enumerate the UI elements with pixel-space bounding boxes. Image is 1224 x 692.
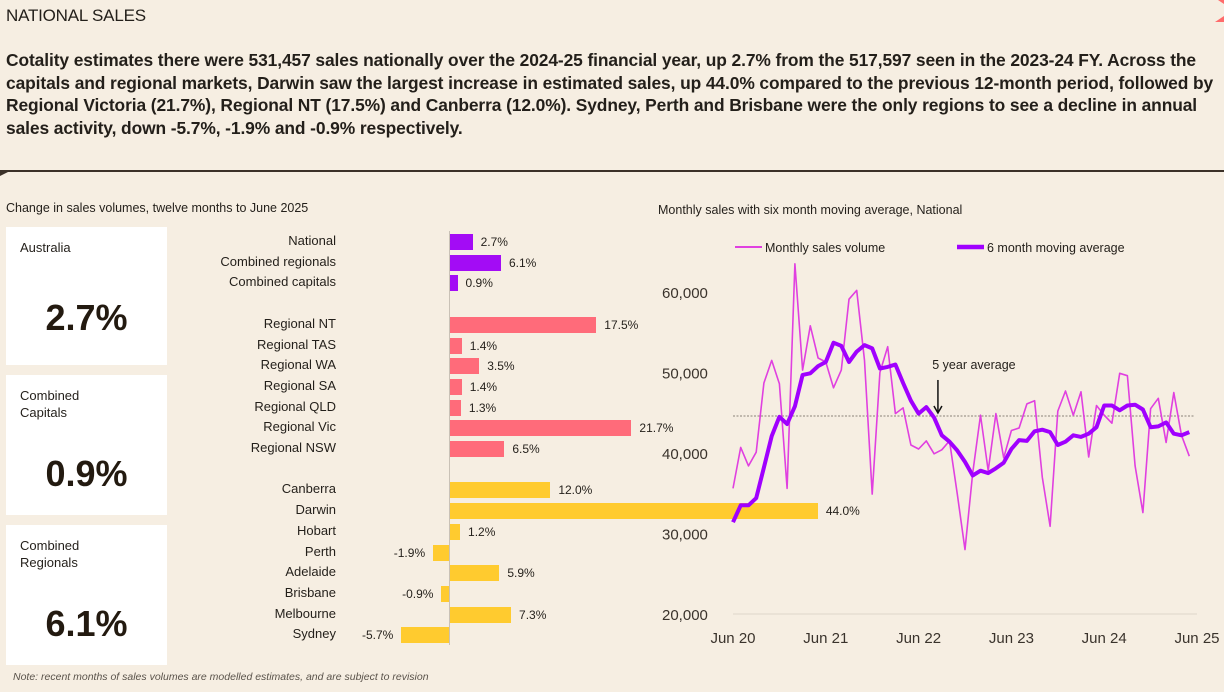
bar-regional-nsw (450, 441, 505, 457)
y-tick-label: 20,000 (662, 607, 708, 624)
kpi-value: 0.9% (45, 453, 128, 494)
bar-category-label: Brisbane (284, 584, 336, 600)
x-tick-label: Jun 25 (1174, 630, 1219, 647)
bar-value-label: -1.9% (393, 545, 426, 560)
y-tick-label: 50,000 (662, 366, 708, 383)
kpi-label: Combined Regionals (20, 538, 80, 570)
bar-melbourne (450, 606, 512, 623)
bar-regional-vic (450, 420, 632, 437)
kpi-card-combined-regionals: Combined Regionals 6.1% (6, 525, 167, 665)
bar-regional-sa (450, 378, 462, 395)
annotation-arrowhead-icon (933, 405, 943, 415)
legend-label: Monthly sales volume (765, 241, 885, 255)
y-tick-label: 60,000 (662, 285, 708, 302)
bar-value-label: 1.3% (468, 400, 497, 415)
bar-sydney (401, 627, 449, 644)
bar-value-label: 21.7% (639, 421, 674, 436)
bar-regional-tas (450, 337, 462, 354)
divider-rule (0, 170, 1224, 172)
footnote: Note: recent months of sales volumes are… (13, 671, 429, 683)
bar-value-label: 3.5% (487, 359, 515, 374)
line-chart-title: Monthly sales with six month moving aver… (658, 203, 963, 217)
bar-category-label: Regional WA (260, 357, 336, 373)
bar-category-label: Combined regionals (220, 253, 336, 269)
zero-axis-line (449, 231, 450, 646)
bar-perth (433, 544, 449, 561)
monthly-sales-line (732, 262, 1191, 551)
bar-category-label: Canberra (281, 481, 336, 497)
x-tick-label: Jun 23 (989, 630, 1034, 647)
bar-chart: National 2.7% Combined regionals 6.1% Combin… (190, 225, 860, 655)
bar-category-label: Sydney (292, 626, 336, 642)
bar-value-label: 7.3% (519, 607, 547, 622)
x-tick-label: Jun 22 (896, 630, 941, 647)
kpi-card-combined-capitals: Combined Capitals 0.9% (6, 375, 167, 515)
bar-category-label: Regional Vic (263, 419, 336, 435)
line-chart-svg: 20,000 30,000 40,000 50,000 60,000 Jun 20 Jun … (662, 241, 1220, 647)
bar-value-label: 1.4% (469, 338, 498, 353)
y-tick-label: 40,000 (662, 446, 708, 463)
bar-value-label: 6.5% (512, 442, 540, 456)
line-chart: 20,000 30,000 40,000 50,000 60,000 Jun 20 Jun … (640, 225, 1224, 692)
bar-category-label: National (288, 233, 336, 248)
bar-regional-qld (450, 399, 461, 416)
bar-value-label: -5.7% (362, 628, 394, 643)
bar-canberra (450, 482, 551, 499)
bar-chart-title: Change in sales volumes, twelve months t… (6, 201, 309, 215)
bar-national (450, 234, 473, 250)
section-title: NATIONAL SALES (6, 6, 146, 25)
kpi-label: Combined Capitals (20, 388, 80, 420)
corner-decoration-accent (1215, 16, 1224, 22)
bar-value-label: 0.9% (465, 276, 493, 291)
kpi-value: 6.1% (45, 603, 128, 644)
bar-regional-nt (450, 316, 597, 333)
x-tick-label: Jun 21 (803, 630, 848, 647)
y-tick-label: 30,000 (662, 527, 708, 544)
divider-marker (0, 171, 10, 176)
bar-category-label: Regional QLD (254, 398, 336, 414)
bar-value-label: 6.1% (508, 255, 537, 270)
bar-category-label: Adelaide (285, 564, 336, 580)
bar-category-label: Combined capitals (229, 274, 336, 290)
kpi-value: 2.7% (45, 297, 128, 338)
x-tick-label: Jun 24 (1082, 630, 1127, 647)
corner-decoration (1218, 0, 1224, 4)
bar-category-label: Regional SA (263, 377, 336, 393)
bar-brisbane (441, 585, 449, 602)
bar-category-label: Perth (304, 543, 336, 559)
bar-value-label: 1.4% (469, 379, 498, 394)
bar-category-label: Hobart (296, 522, 336, 538)
bar-hobart (450, 523, 461, 540)
kpi-card-australia: Australia 2.7% (6, 227, 167, 365)
moving-average-line (731, 340, 1191, 524)
bar-regional-wa (450, 358, 480, 375)
bar-value-label: 1.2% (468, 524, 496, 539)
annotation-label: 5 year average (932, 358, 1015, 372)
x-tick-label: Jun 20 (710, 630, 755, 647)
summary-paragraph: Cotality estimates there were 531,457 sa… (6, 50, 1214, 138)
bar-combined-capitals (450, 275, 458, 292)
bar-combined-regionals (450, 254, 501, 271)
kpi-label: Australia (20, 240, 71, 255)
bar-value-label: 5.9% (507, 566, 535, 581)
bar-value-label: 12.0% (558, 483, 593, 498)
bar-category-label: Regional NSW (250, 440, 336, 455)
bar-category-label: Regional TAS (256, 336, 336, 352)
bar-darwin (450, 503, 818, 520)
bar-value-label: 2.7% (480, 235, 508, 249)
bar-adelaide (450, 565, 500, 582)
bar-value-label: 17.5% (604, 317, 639, 332)
bar-value-label: -0.9% (402, 586, 434, 601)
bar-value-label: 44.0% (825, 504, 860, 519)
bar-category-label: Darwin (295, 502, 336, 518)
bar-category-label: Melbourne (274, 605, 336, 621)
bar-category-label: Regional NT (263, 315, 336, 331)
legend-label: 6 month moving average (987, 241, 1125, 255)
